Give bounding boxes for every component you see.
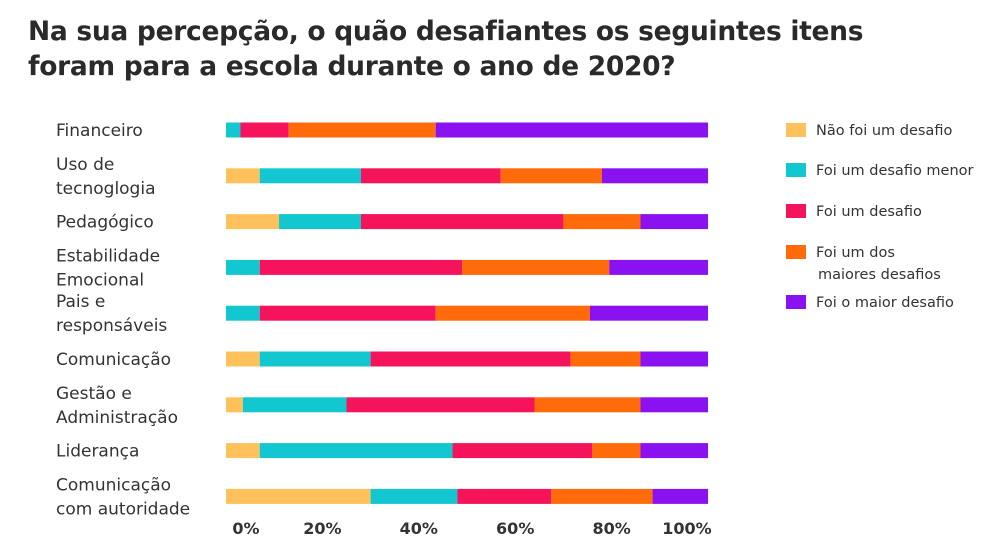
legend-swatch-3 xyxy=(786,204,806,218)
bar-segment-3-1 xyxy=(226,214,280,230)
bar-segment-1-5 xyxy=(435,122,708,138)
x-tick-label-4: 60% xyxy=(496,519,534,538)
bar-segment-9-5 xyxy=(652,488,708,504)
category-label-5: Pais e responsáveis xyxy=(56,292,167,336)
bar-segment-2-2 xyxy=(259,168,361,184)
legend-swatch-1 xyxy=(786,123,806,137)
legend-swatch-5 xyxy=(786,295,806,309)
bar-segment-1-3 xyxy=(240,122,289,138)
bar-segment-6-4 xyxy=(570,351,641,367)
bar-segment-8-3 xyxy=(452,443,593,459)
bar-segment-9-1 xyxy=(226,488,371,504)
bar-segment-4-4 xyxy=(462,259,610,275)
bar-segment-6-2 xyxy=(259,351,371,367)
bar-segment-4-2 xyxy=(226,259,260,275)
chart-title-line-2: foram para a escola durante o ano de 202… xyxy=(28,51,676,82)
bar-segment-3-2 xyxy=(279,214,361,230)
bar-segment-2-4 xyxy=(500,168,602,184)
bar-segment-7-4 xyxy=(534,397,641,413)
bar-segment-7-1 xyxy=(226,397,243,413)
x-tick-label-5: 80% xyxy=(592,519,630,538)
bar-segment-3-4 xyxy=(563,214,641,230)
bar-segment-8-2 xyxy=(259,443,453,459)
x-tick-label-3: 40% xyxy=(400,519,438,538)
category-label-2: Uso de tecnoglogia xyxy=(56,155,156,199)
category-label-6: Comunicação xyxy=(56,350,171,370)
category-label-4: Estabilidade Emocional xyxy=(56,246,160,290)
bar-segment-5-4 xyxy=(435,305,590,321)
legend-label-4: Foi um dos maiores desafios xyxy=(816,245,941,283)
bar-segment-4-3 xyxy=(259,259,463,275)
bar-segment-2-3 xyxy=(360,168,501,184)
category-label-7: Gestão e Administração xyxy=(56,384,178,428)
chart-title-line-1: Na sua percepção, o quão desafiantes os … xyxy=(28,16,864,47)
legend-label-1: Não foi um desafio xyxy=(816,123,952,139)
bar-segment-7-5 xyxy=(640,397,708,413)
bar-segment-2-5 xyxy=(601,168,708,184)
bar-segment-8-4 xyxy=(592,443,641,459)
legend-label-3: Foi um desafio xyxy=(816,204,922,220)
bar-segment-3-5 xyxy=(640,214,708,230)
bar-segment-5-2 xyxy=(226,305,260,321)
category-label-8: Liderança xyxy=(56,442,139,462)
bar-segment-2-1 xyxy=(226,168,260,184)
bar-segment-1-4 xyxy=(288,122,436,138)
bar-segment-7-3 xyxy=(346,397,535,413)
category-labels: Financeiro Uso de tecnoglogia Pedagógico Est… xyxy=(56,121,190,519)
bar-segment-9-2 xyxy=(370,488,458,504)
bar-segment-9-4 xyxy=(551,488,653,504)
bar-segment-8-5 xyxy=(640,443,708,459)
bar-segment-3-3 xyxy=(360,214,564,230)
bar-segment-1-2 xyxy=(226,122,241,138)
bar-segment-5-3 xyxy=(259,305,436,321)
bar-segment-8-1 xyxy=(226,443,260,459)
bar-segment-7-2 xyxy=(242,397,347,413)
bar-segment-6-1 xyxy=(226,351,260,367)
legend-swatch-2 xyxy=(786,163,806,177)
x-tick-label-2: 20% xyxy=(303,519,341,538)
legend-swatch-4 xyxy=(786,245,806,259)
x-tick-label-1: 0% xyxy=(232,519,259,538)
category-label-3: Pedagógico xyxy=(56,213,154,233)
category-label-1: Financeiro xyxy=(56,121,143,141)
bars-group xyxy=(226,122,708,504)
bar-segment-9-3 xyxy=(457,488,552,504)
category-label-9: Comunicação com autoridade xyxy=(56,475,190,519)
bar-segment-4-5 xyxy=(609,259,708,275)
legend: Não foi um desafio Foi um desafio menor Fo… xyxy=(786,123,974,311)
bar-segment-6-5 xyxy=(640,351,708,367)
bar-segment-6-3 xyxy=(370,351,571,367)
chart-title: Na sua percepção, o quão desafiantes os … xyxy=(28,14,928,84)
x-axis-ticks: 0% 20% 40% 60% 80% 100% xyxy=(232,519,711,538)
legend-label-2: Foi um desafio menor xyxy=(816,163,974,179)
legend-label-5: Foi o maior desafio xyxy=(816,295,954,311)
bar-segment-5-5 xyxy=(589,305,708,321)
x-tick-label-6: 100% xyxy=(662,519,711,538)
